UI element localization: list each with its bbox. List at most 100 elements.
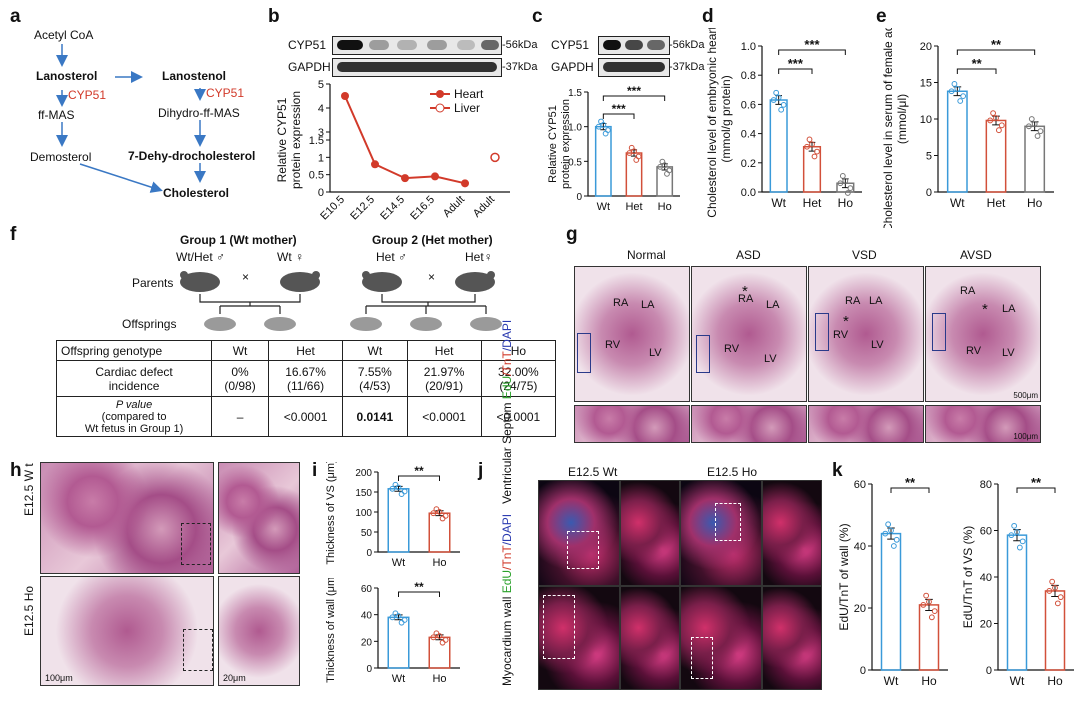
data-point <box>1057 594 1064 601</box>
y-axis-label: Relative CYP51 <box>547 105 559 183</box>
sig-bracket <box>890 487 930 493</box>
data-point <box>888 527 894 534</box>
bar <box>1044 590 1066 671</box>
y-axis-label: EdU/TnT of VS (%) <box>961 526 975 628</box>
histo-vsd-image: RA LA * RV LV <box>808 266 924 402</box>
data-point <box>890 543 897 549</box>
data-point <box>923 592 930 599</box>
x-tick-label: Wt <box>884 674 899 688</box>
mouse-icon <box>362 272 402 292</box>
heart-point <box>401 174 409 183</box>
data-point <box>664 170 670 177</box>
data-point <box>844 190 851 196</box>
group1-title: Group 1 (Wt mother) <box>180 233 297 247</box>
blot-b-cyp51-label: CYP51 <box>288 38 327 52</box>
data-point <box>998 122 1005 129</box>
histo-normal-title: Normal <box>627 248 666 262</box>
data-point <box>439 639 446 646</box>
data-point <box>659 158 666 165</box>
data-point <box>392 481 399 488</box>
panel-i-label: i <box>312 460 318 481</box>
pathway-demosterol: Demosterol <box>30 150 92 164</box>
bar <box>1024 125 1046 193</box>
j-wt-vs-image <box>538 480 620 586</box>
chart-k1: 0 20 40 60 Wt Ho ** EdU/TnT of wall (%) <box>837 475 948 688</box>
x-tick-label: Het <box>803 196 822 210</box>
x-tick-label: Ho <box>658 201 672 213</box>
chart-e: 0 5 10 15 20 Wt Het Ho ** ** Cholesterol level in … <box>881 28 1054 228</box>
data-point <box>987 117 994 124</box>
chart-k2: 0 20 40 60 80 Wt Ho ** EdU/TnT of VS (%) <box>961 475 1074 688</box>
legend-liver-marker <box>435 103 445 113</box>
y-tick-label: 20 <box>920 41 932 53</box>
data-point <box>442 637 449 643</box>
data-point <box>837 180 844 187</box>
y-tick-label: 1.0 <box>568 123 582 134</box>
data-point <box>389 614 396 621</box>
y-tick-label: 0 <box>366 664 372 675</box>
data-point <box>398 619 405 626</box>
histo-asd-title: ASD <box>736 248 761 262</box>
data-point <box>993 115 999 121</box>
data-point <box>628 144 635 151</box>
sig-label: *** <box>788 56 804 71</box>
group2-father: Het ♂ <box>376 250 408 264</box>
sig-bracket <box>1016 487 1056 493</box>
data-point <box>392 610 399 617</box>
bar <box>387 488 410 553</box>
chart-axis <box>587 92 680 197</box>
heart-point <box>341 92 349 100</box>
group2-cross: × <box>428 270 436 284</box>
panel-a-label: a <box>10 6 21 27</box>
data-point <box>960 93 967 100</box>
y-tick-label: 100 <box>355 508 372 519</box>
data-point <box>778 106 785 113</box>
mouse-icon <box>180 272 220 292</box>
sig-bracket <box>956 49 1036 55</box>
data-point <box>602 130 609 137</box>
data-point <box>847 185 854 192</box>
x-tick-label: Wt <box>597 201 610 213</box>
y-axis-label: (mmol/μl) <box>895 94 909 144</box>
x-tick-label: Wt <box>1010 674 1025 688</box>
offsprings-label: Offsprings <box>122 317 177 331</box>
table-row-label: Cardiac defect incidence <box>55 360 213 397</box>
y-tick-label: 60 <box>361 584 373 595</box>
y-tick-label: 200 <box>355 468 372 479</box>
histo-normal-zoom <box>574 405 690 443</box>
y-tick-label: 10 <box>920 114 932 126</box>
pathway-lanosterol: Lanosterol <box>36 69 98 83</box>
y-tick-label: 0.5 <box>309 170 324 182</box>
sig-label: *** <box>627 84 641 98</box>
heart-point <box>431 172 439 181</box>
data-point <box>1052 584 1058 591</box>
data-point <box>957 98 964 104</box>
sig-label: ** <box>414 464 424 478</box>
mouse-icon <box>264 317 296 331</box>
heart-point <box>461 179 469 188</box>
chart-axis <box>377 472 460 553</box>
data-point <box>990 110 996 117</box>
pathway-cholesterol: Cholesterol <box>163 186 230 200</box>
mouse-icon <box>410 317 442 331</box>
y-axis-label: Cholesterol level in serum of female adu… <box>881 28 895 228</box>
sig-bracket <box>398 591 440 597</box>
blot-b-37kda: -37kDa <box>502 61 538 73</box>
y-tick-label: 60 <box>854 479 866 491</box>
liver-point <box>490 152 500 163</box>
histo-asd-zoom <box>691 405 807 443</box>
data-point <box>1025 123 1032 130</box>
data-point <box>633 157 640 163</box>
j-wt-vs-zoom <box>620 480 680 586</box>
sig-bracket <box>778 68 813 74</box>
y-tick-label: 0.0 <box>741 187 756 199</box>
table-head-col: Wt <box>342 340 408 361</box>
x-tick-label: Adult <box>441 194 467 220</box>
y-tick-label: 3 <box>318 127 324 139</box>
data-point <box>1049 578 1056 585</box>
x-tick-label: Het <box>625 201 642 213</box>
y-tick-label: 0 <box>576 192 582 203</box>
y-tick-label: 0.8 <box>741 70 756 82</box>
y-tick-label: 5 <box>318 79 324 91</box>
